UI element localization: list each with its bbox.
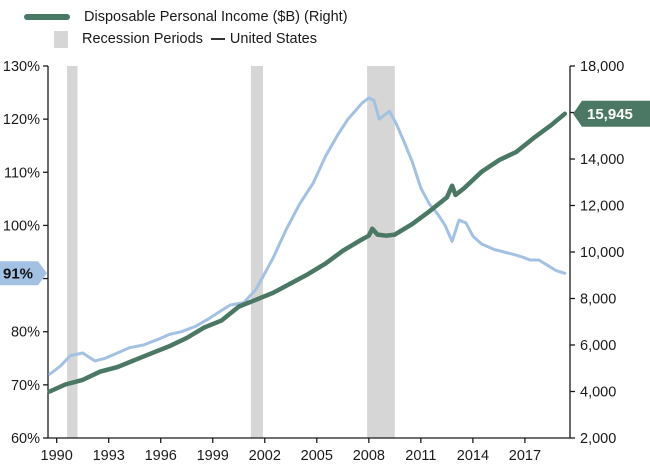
recession-bands xyxy=(67,66,395,438)
legend-us-label: United States xyxy=(229,31,317,47)
x-tick-label: 2017 xyxy=(509,448,541,464)
x-tick-label: 1993 xyxy=(93,448,125,464)
left-tick-label: 60% xyxy=(11,431,40,447)
x-tick-label: 1990 xyxy=(41,448,73,464)
legend-item-income: Disposable Personal Income ($B) (Right) xyxy=(24,6,348,28)
x-tick-label: 2002 xyxy=(249,448,281,464)
legend-item-recession-us: Recession Periods United States xyxy=(24,28,348,50)
income-swatch xyxy=(24,14,70,20)
x-tick-label: 2014 xyxy=(457,448,489,464)
right-tick-label: 12,000 xyxy=(580,199,624,215)
right-tick-label: 6,000 xyxy=(580,338,616,354)
us-series-line xyxy=(48,96,567,376)
x-tick-label: 2011 xyxy=(405,448,436,464)
left-tick-label: 120% xyxy=(3,112,40,128)
income-series-line xyxy=(47,111,568,394)
legend-recession-label: Recession Periods xyxy=(82,31,203,47)
recession-band-1 xyxy=(67,66,78,438)
right-value-label: 15,945 xyxy=(587,106,633,123)
left-tick-label: 70% xyxy=(11,378,40,394)
callouts: 91% 15,945 xyxy=(0,100,650,286)
right-tick-label: 10,000 xyxy=(580,245,624,261)
right-value-callout xyxy=(573,100,650,127)
recession-band-3 xyxy=(367,66,395,438)
left-value-callout xyxy=(0,261,47,286)
right-tick-label: 2,000 xyxy=(580,431,616,447)
x-tick-label: 1999 xyxy=(197,448,229,464)
legend: Disposable Personal Income ($B) (Right) … xyxy=(24,6,348,50)
left-tick-label: 80% xyxy=(11,325,40,341)
right-tick-label: 8,000 xyxy=(580,292,616,308)
left-tick-label: 100% xyxy=(3,218,40,234)
left-tick-label: 130% xyxy=(3,59,40,75)
x-tick-label: 2008 xyxy=(353,448,385,464)
series-lines xyxy=(47,96,568,394)
right-tick-label: 4,000 xyxy=(580,385,616,401)
left-value-label: 91% xyxy=(3,265,33,282)
right-tick-label: 18,000 xyxy=(580,59,624,75)
recession-band-2 xyxy=(250,66,264,438)
legend-income-label: Disposable Personal Income ($B) (Right) xyxy=(84,9,348,25)
us-swatch xyxy=(210,38,225,40)
x-tick-label: 2005 xyxy=(301,448,333,464)
right-tick-label: 14,000 xyxy=(580,152,624,168)
recession-swatch xyxy=(54,30,68,48)
axes: 60%70%80%90%100%110%120%130%2,0004,0006,… xyxy=(3,59,624,464)
x-tick-label: 1996 xyxy=(145,448,177,464)
left-tick-label: 110% xyxy=(4,165,40,181)
